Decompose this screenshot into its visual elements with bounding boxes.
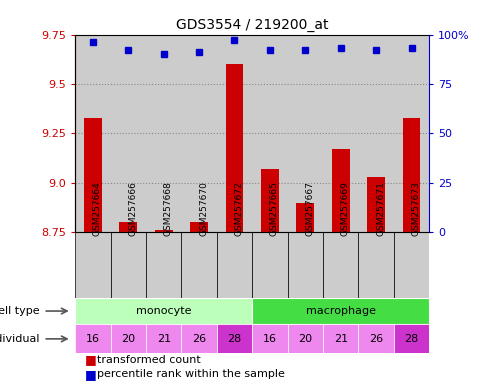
Bar: [287, 324, 322, 353]
Text: GSM257664: GSM257664: [93, 181, 102, 236]
Text: 21: 21: [333, 334, 347, 344]
Text: 26: 26: [192, 334, 206, 344]
Bar: [322, 232, 358, 298]
Text: GSM257665: GSM257665: [269, 181, 278, 236]
Bar: [225, 64, 243, 232]
Text: GSM257671: GSM257671: [376, 181, 384, 236]
Bar: [366, 177, 384, 232]
Bar: [216, 35, 252, 232]
Bar: [181, 324, 216, 353]
Bar: [146, 324, 181, 353]
Bar: [181, 232, 216, 298]
Bar: [358, 324, 393, 353]
Text: GSM257667: GSM257667: [305, 181, 314, 236]
Text: 16: 16: [262, 334, 276, 344]
Text: 28: 28: [227, 334, 241, 344]
Text: transformed count: transformed count: [97, 355, 200, 365]
Bar: [146, 35, 181, 232]
Bar: [260, 169, 278, 232]
Text: 16: 16: [86, 334, 100, 344]
Text: ■: ■: [85, 368, 96, 381]
Bar: [402, 118, 420, 232]
Text: GSM257668: GSM257668: [164, 181, 172, 236]
Bar: [216, 324, 252, 353]
Bar: [110, 232, 146, 298]
Text: 26: 26: [368, 334, 382, 344]
Bar: [84, 118, 102, 232]
Bar: [181, 35, 216, 232]
Bar: [190, 222, 208, 232]
Text: 20: 20: [121, 334, 135, 344]
Bar: [75, 298, 252, 324]
Bar: [252, 232, 287, 298]
Bar: [393, 324, 428, 353]
Bar: [75, 35, 110, 232]
Bar: [358, 35, 393, 232]
Bar: [110, 324, 146, 353]
Bar: [119, 222, 137, 232]
Bar: [393, 35, 428, 232]
Bar: [154, 230, 172, 232]
Text: 28: 28: [404, 334, 418, 344]
Text: macrophage: macrophage: [305, 306, 375, 316]
Text: monocyte: monocyte: [136, 306, 191, 316]
Bar: [252, 324, 287, 353]
Bar: [322, 324, 358, 353]
Title: GDS3554 / 219200_at: GDS3554 / 219200_at: [176, 18, 328, 32]
Bar: [358, 232, 393, 298]
Text: GSM257673: GSM257673: [410, 181, 420, 236]
Text: GSM257669: GSM257669: [340, 181, 349, 236]
Text: GSM257670: GSM257670: [198, 181, 208, 236]
Bar: [216, 232, 252, 298]
Bar: [146, 232, 181, 298]
Bar: [287, 232, 322, 298]
Bar: [75, 324, 110, 353]
Text: 21: 21: [156, 334, 170, 344]
Bar: [75, 232, 110, 298]
Text: percentile rank within the sample: percentile rank within the sample: [97, 369, 284, 379]
Bar: [322, 35, 358, 232]
Text: GSM257666: GSM257666: [128, 181, 137, 236]
Bar: [110, 35, 146, 232]
Text: ■: ■: [85, 353, 96, 366]
Bar: [287, 35, 322, 232]
Text: cell type: cell type: [0, 306, 40, 316]
Text: individual: individual: [0, 334, 40, 344]
Bar: [331, 149, 349, 232]
Text: GSM257672: GSM257672: [234, 181, 243, 236]
Bar: [393, 232, 428, 298]
Bar: [252, 298, 428, 324]
Text: 20: 20: [298, 334, 312, 344]
Bar: [296, 203, 314, 232]
Bar: [252, 35, 287, 232]
